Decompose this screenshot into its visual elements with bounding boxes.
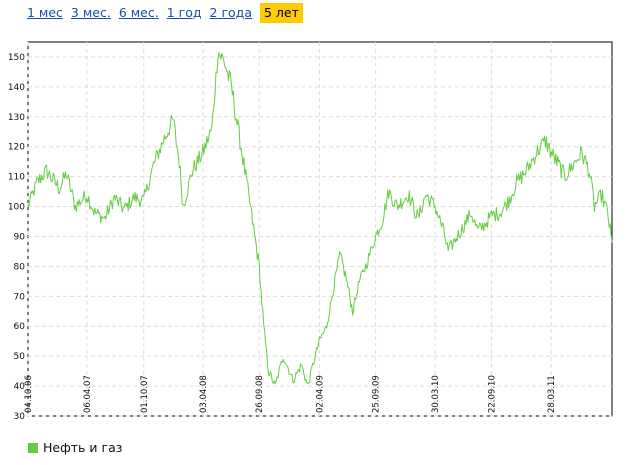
- line-chart: 30 40 50 60 70 80 90 100 110 120 130 140 150 04.10.06…: [8, 41, 613, 422]
- y-tick-label-7: 100: [8, 203, 25, 213]
- x-tick-label-8: 22.09.10: [487, 375, 497, 413]
- x-tick-label-7: 30.03.10: [431, 375, 441, 413]
- period-tab-0[interactable]: 1 мес: [27, 5, 63, 20]
- x-tick-label-2: 01.10.07: [140, 375, 150, 413]
- period-tab-1[interactable]: 3 мес.: [70, 5, 111, 20]
- legend-label: Нефть и газ: [43, 440, 123, 455]
- y-tick-label-0: 30: [14, 412, 26, 422]
- period-tab-5[interactable]: 5 лет: [259, 3, 303, 23]
- period-tab-2[interactable]: 6 мес.: [118, 5, 159, 20]
- y-tick-label-8: 110: [8, 173, 25, 183]
- x-tick-label-6: 25.09.09: [372, 375, 382, 413]
- y-tick-label-6: 90: [14, 232, 26, 242]
- y-tick-label-4: 70: [14, 292, 26, 302]
- y-tick-label-5: 80: [14, 262, 26, 272]
- y-tick-label-10: 130: [8, 113, 25, 123]
- plot-area: [27, 41, 613, 417]
- x-tick-label-4: 26.09.08: [255, 375, 265, 413]
- x-tick-label-3: 03.04.08: [199, 375, 209, 413]
- y-tick-label-3: 60: [14, 322, 26, 332]
- x-tick-label-0: 04.10.06: [24, 375, 34, 413]
- legend-swatch: [28, 442, 38, 453]
- y-tick-label-1: 40: [14, 382, 26, 392]
- y-tick-label-9: 120: [8, 143, 25, 153]
- legend: Нефть и газ: [28, 440, 122, 455]
- period-selector: 1 мес 3 мес. 6 мес. 1 год 2 года 5 лет: [27, 3, 311, 23]
- series-line-0: [27, 52, 613, 385]
- period-tab-4[interactable]: 2 года: [209, 5, 252, 20]
- period-tab-3[interactable]: 1 год: [166, 5, 202, 20]
- y-tick-label-11: 140: [8, 83, 25, 93]
- x-tick-label-5: 02.04.09: [315, 375, 325, 413]
- y-tick-label-12: 150: [8, 53, 25, 63]
- x-tick-label-1: 06.04.07: [83, 375, 93, 413]
- y-tick-label-2: 50: [14, 352, 26, 362]
- x-tick-label-9: 28.03.11: [547, 375, 557, 413]
